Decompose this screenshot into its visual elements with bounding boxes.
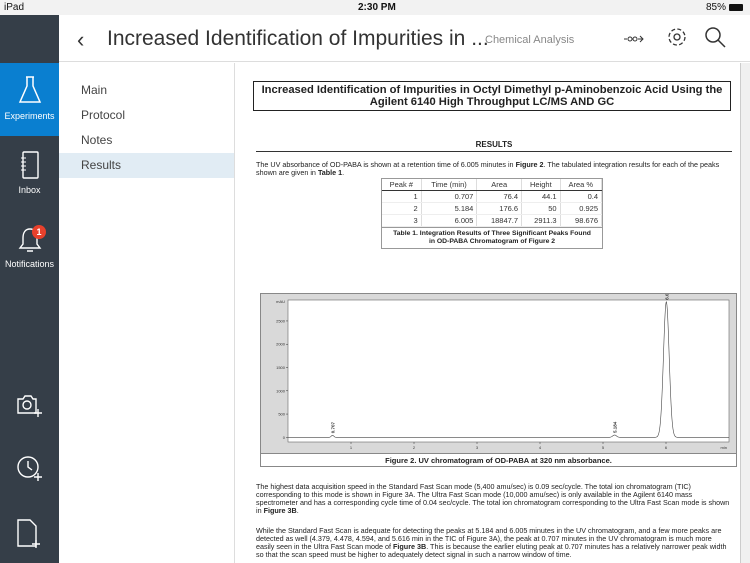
back-button[interactable]: ‹ — [77, 27, 85, 52]
x-axis-label: min — [721, 445, 727, 450]
category-label: Chemical Analysis — [485, 34, 575, 46]
paragraph: The UV absorbance of OD-PABA is shown at… — [256, 160, 720, 177]
search-icon[interactable] — [704, 26, 726, 48]
nav-item-notes[interactable]: Notes — [81, 133, 113, 147]
inbox-icon — [20, 151, 39, 179]
chromatogram-trace — [288, 300, 729, 438]
table-cell: 176.6 — [476, 202, 523, 215]
flask-icon — [18, 76, 41, 103]
y-tick-label: 0 — [283, 435, 286, 440]
chromatogram-figure: mAU min 0 500 1000 1500 2000 2500 1 2 3 4 5 6 0.707 5.1… — [260, 293, 737, 467]
nav-item-protocol[interactable]: Protocol — [81, 108, 126, 122]
document-view: Increased Identification of Impurities i… — [236, 63, 740, 563]
table-cell: 0.4 — [560, 190, 603, 203]
figure-caption: Figure 2. UV chromatogram of OD-PABA at … — [261, 453, 736, 466]
table-cell: 2911.3 — [521, 214, 561, 227]
table-cell: 1 — [382, 190, 422, 203]
battery-icon — [729, 4, 743, 11]
scrollbar[interactable] — [740, 63, 750, 563]
battery-level: 85% — [706, 2, 727, 13]
nav-item-results[interactable]: Results — [59, 153, 234, 178]
column-header: Height — [521, 179, 561, 191]
column-header: Peak # — [382, 179, 422, 191]
table-row: 2 5.184 176.6 50 0.925 — [382, 202, 603, 215]
nav-item-main[interactable]: Main — [81, 83, 108, 97]
x-tick-label: 3 — [476, 445, 479, 450]
x-tick-label: 4 — [539, 445, 542, 450]
file-add-icon[interactable] — [16, 518, 44, 550]
table-cell: 2 — [382, 202, 422, 215]
app-rail: Experiments Inbox 1 Notifications — [0, 15, 59, 563]
y-tick-label: 1000 — [276, 388, 286, 393]
column-header: Area — [476, 179, 523, 191]
rail-item-notifications[interactable]: 1 Notifications — [0, 225, 59, 285]
rail-label: Experiments — [4, 111, 55, 121]
section-heading: RESULTS — [256, 140, 732, 152]
section-nav: Main Protocol Notes Results — [59, 63, 235, 563]
table-cell: 98.676 — [560, 214, 603, 227]
clock-add-icon[interactable] — [16, 455, 44, 483]
column-header: Area % — [560, 179, 603, 191]
rail-label: Notifications — [4, 259, 55, 269]
header-bar: ‹ Increased Identification of Impurities… — [59, 15, 750, 62]
share-icon[interactable] — [624, 34, 644, 44]
x-tick-label: 2 — [413, 445, 416, 450]
table-cell: 0.925 — [560, 202, 603, 215]
x-tick-label: 6 — [665, 445, 668, 450]
plot-area — [287, 299, 730, 443]
table-row: 1 0.707 76.4 44.1 0.4 — [382, 190, 603, 203]
table-cell: 18847.7 — [476, 214, 523, 227]
y-tick-label: 2000 — [276, 342, 286, 347]
page-title: Increased Identification of Impurities i… — [107, 27, 489, 50]
table-cell: 6.005 — [421, 214, 478, 227]
table-cell: 5.184 — [421, 202, 478, 215]
paragraph: While the Standard Fast Scan is adequate… — [256, 526, 727, 559]
clock: 2:30 PM — [358, 2, 396, 13]
column-header: Time (min) — [421, 179, 478, 191]
table-cell: 76.4 — [476, 190, 523, 203]
notification-badge: 1 — [32, 225, 46, 239]
gear-icon[interactable] — [666, 26, 688, 48]
y-tick-label: 1500 — [276, 365, 286, 370]
y-tick-label: 500 — [278, 412, 285, 417]
table-caption: Table 1. Integration Results of Three Si… — [382, 227, 602, 248]
paragraph: The highest data acquisition speed in th… — [256, 482, 730, 515]
y-tick-label: 2500 — [276, 318, 286, 323]
peak-label: 0.707 — [331, 422, 336, 434]
table-cell: 3 — [382, 214, 422, 227]
y-axis-label: mAU — [276, 299, 285, 304]
table-cell: 50 — [521, 202, 561, 215]
rail-item-experiments[interactable]: Experiments — [0, 63, 59, 136]
table-row: 3 6.005 18847.7 2911.3 98.676 — [382, 214, 603, 227]
camera-add-icon[interactable] — [16, 393, 44, 417]
peak-label: 5.184 — [613, 421, 618, 433]
rail-item-inbox[interactable]: Inbox — [0, 150, 59, 210]
integration-table: Peak # Time (min) Area Height Area % 1 0.707 76… — [381, 178, 603, 249]
table-cell: 44.1 — [521, 190, 561, 203]
x-tick-label: 5 — [602, 445, 605, 450]
rail-label: Inbox — [18, 185, 41, 195]
table-cell: 0.707 — [421, 190, 478, 203]
x-tick-label: 1 — [350, 445, 353, 450]
peak-label: 6.005 — [664, 294, 669, 300]
device-label: iPad — [4, 2, 25, 13]
chromatogram-chart: mAU min 0 500 1000 1500 2000 2500 1 2 3 4 5 6 0.707 5.1… — [261, 294, 736, 453]
status-bar: iPad 2:30 PM 85% — [0, 0, 750, 15]
document-title: Increased Identification of Impurities i… — [253, 81, 731, 111]
